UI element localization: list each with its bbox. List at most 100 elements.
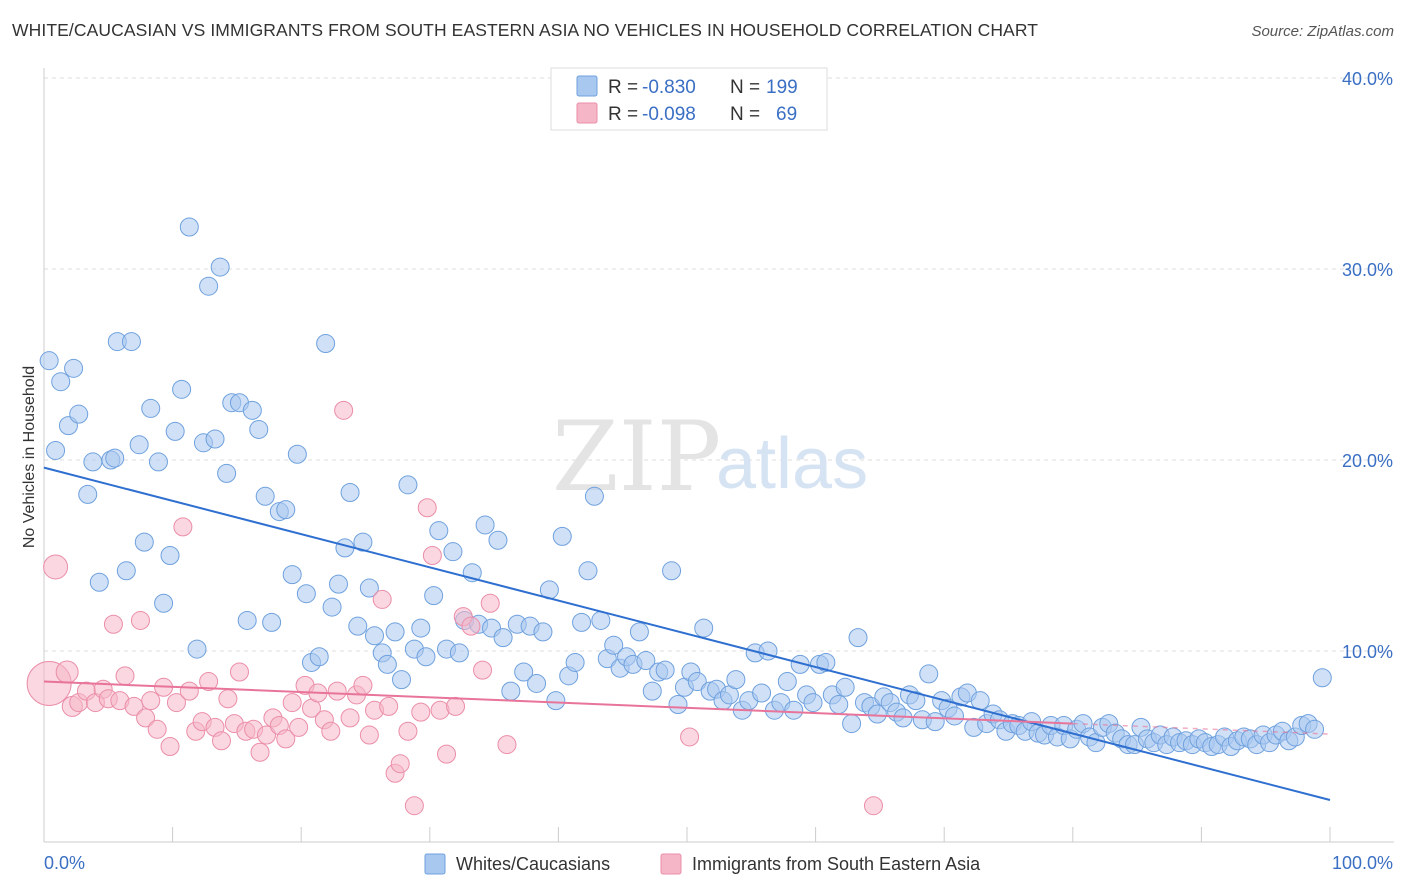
point-immigrants [390,754,410,774]
point-whites [187,639,207,659]
point-whites [443,542,463,562]
point-whites [262,612,282,632]
point-immigrants [166,693,186,713]
bottom-legend-label-immigrants: Immigrants from South Eastern Asia [692,854,981,874]
legend-swatch-immigrants [576,102,598,124]
point-whites [655,660,675,680]
point-whites [835,677,855,697]
point-immigrants [43,554,69,580]
point-whites [726,670,746,690]
point-immigrants [497,735,517,755]
point-immigrants [404,796,424,816]
point-immigrants [422,546,442,565]
point-immigrants [417,498,437,518]
point-whites [1305,719,1325,739]
point-whites [328,574,348,594]
legend: R = -0.830 N = 199 R = -0.098 N = 69 [550,67,828,131]
point-whites [867,704,887,724]
point-immigrants [680,727,700,747]
point-immigrants [55,660,79,684]
point-whites [906,691,926,711]
point-immigrants [282,693,302,713]
point-whites [165,421,185,441]
point-whites [565,652,585,672]
point-immigrants [461,616,481,636]
point-whites [89,572,109,592]
point-immigrants [250,742,270,762]
source-credit: Source: ZipAtlas.com [1251,23,1394,40]
point-whites [249,419,269,439]
point-immigrants [276,729,296,749]
point-whites [282,565,302,585]
point-immigrants [334,400,354,420]
point-whites [359,578,379,598]
point-whites [848,628,868,648]
point-whites [141,398,161,418]
legend-r-value-white: -0.830 [642,77,696,98]
data-points [26,217,1332,816]
point-whites [199,276,219,296]
trend-line-whites [43,466,1331,801]
point-whites [411,618,431,638]
point-whites [944,706,964,726]
point-whites [488,530,508,550]
point-whites [205,429,225,449]
chart-title: WHITE/CAUCASIAN VS IMMIGRANTS FROM SOUTH… [12,20,1039,40]
point-whites [309,647,329,667]
point-immigrants [211,731,231,751]
point-whites [255,486,275,506]
watermark-atlas: atlas [716,424,868,504]
point-whites [365,626,385,646]
point-immigrants [353,675,373,695]
point-whites [287,444,307,464]
point-whites [552,526,572,546]
point-whites [172,379,192,399]
watermark-zip: ZIP [552,401,721,513]
point-immigrants [229,662,249,682]
point-whites [493,628,513,648]
point-whites [533,622,553,642]
point-whites [154,593,174,613]
bottom-legend-swatch-immigrants [660,853,682,875]
point-immigrants [437,744,457,764]
legend-swatch-white [576,75,598,97]
legend-r-value-immigrants: -0.098 [642,104,696,125]
point-immigrants [379,696,399,716]
point-whites [242,400,262,420]
point-whites [642,681,662,701]
legend-n-label-white: N = [730,77,760,98]
point-immigrants [256,725,276,745]
point-whites [584,486,604,506]
point-whites [501,681,521,701]
point-whites [210,257,230,277]
point-immigrants [327,681,347,701]
point-whites [424,586,444,606]
point-immigrants [141,691,161,711]
point-whites [752,683,772,703]
y-tick-label: 30.0% [1342,260,1393,280]
point-whites [69,404,89,424]
point-whites [629,622,649,642]
bottom-legend-swatch-white [424,853,446,875]
point-immigrants [289,717,309,737]
point-whites [51,372,71,392]
y-axis-title: No Vehicles in Household [21,366,38,548]
point-whites [429,521,449,541]
point-whites [134,532,154,552]
point-whites [322,597,342,617]
legend-n-label-immigrants: N = [730,104,760,125]
legend-r-label-white: R = [608,77,638,98]
point-immigrants [136,708,156,728]
trend-line-immigrants [43,680,1073,725]
point-whites [803,693,823,713]
axes [43,68,1394,843]
point-whites [121,332,141,352]
x-tick-label-min: 0.0% [44,853,85,873]
point-whites [316,333,336,353]
point-whites [687,672,707,692]
point-immigrants [411,702,431,722]
point-whites [398,475,418,495]
point-immigrants [359,725,379,745]
point-whites [604,635,624,655]
point-immigrants [173,517,193,537]
